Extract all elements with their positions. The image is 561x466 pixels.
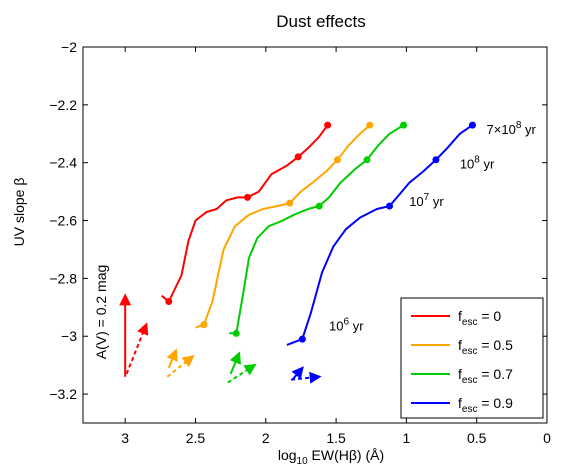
series-marker — [386, 202, 394, 210]
age-annotation-sup: 6 — [344, 316, 350, 327]
age-annotation-main: 7×10 — [487, 122, 516, 137]
dust-vector-dashed — [227, 363, 257, 384]
legend-label-sub: esc — [462, 404, 478, 415]
age-annotation: 106 yr — [329, 316, 364, 333]
dust-vector-dashed — [166, 354, 195, 378]
legend-label: fesc = 0 — [458, 308, 501, 328]
age-annotation-main: 10 — [460, 156, 474, 171]
age-annotation-main: 10 — [409, 194, 423, 209]
dust-vector-dashed — [290, 371, 322, 384]
dust-label-group: A(V) = 0.2 mag — [93, 265, 109, 360]
y-tick-label: −2.2 — [49, 97, 77, 113]
age-annotation: 108 yr — [460, 154, 495, 171]
legend-label-main: f — [458, 395, 462, 411]
age-annotation-sup: 8 — [474, 154, 480, 165]
series-marker — [333, 156, 341, 164]
legend-label-main: f — [458, 308, 462, 324]
series-line — [195, 124, 371, 329]
y-tick-label: −3 — [61, 328, 77, 344]
series-line — [229, 124, 405, 335]
series-marker — [432, 156, 440, 164]
series-0 — [119, 121, 332, 377]
age-annotation-sup: 8 — [516, 120, 522, 131]
x-axis-label-main: log — [278, 447, 297, 463]
legend-label: fesc = 0.7 — [458, 366, 513, 386]
series-marker — [298, 335, 306, 343]
x-tick-label: 1 — [402, 430, 410, 446]
series-marker — [468, 121, 476, 129]
legend-box — [400, 297, 544, 419]
age-annotation-sup: 7 — [424, 192, 430, 203]
y-axis-label: UV slope β — [11, 178, 27, 247]
series-marker — [363, 156, 371, 164]
series-marker — [165, 298, 173, 306]
dust-vector-dashed — [125, 322, 149, 375]
age-annotation-rest: yr — [429, 194, 444, 209]
x-axis-label-rest: EW(Hβ) (Å) — [308, 447, 384, 463]
age-annotation-rest: yr — [480, 156, 495, 171]
series-marker — [366, 121, 374, 129]
legend-label-rest: = 0.9 — [477, 395, 513, 411]
age-annotation: 7×108 yr — [487, 120, 537, 137]
series-marker — [400, 121, 408, 129]
legend-label-sub: esc — [462, 375, 478, 386]
plot-frame — [82, 46, 548, 424]
legend-label-sub: esc — [462, 317, 478, 328]
legend-label: fesc = 0.5 — [458, 337, 513, 357]
series-marker — [200, 321, 208, 329]
series-1 — [166, 121, 374, 378]
y-tick-label: −2.6 — [49, 213, 77, 229]
series-3 — [286, 121, 476, 384]
series-line — [161, 124, 329, 303]
age-annotation-main: 10 — [329, 318, 343, 333]
chart-title: Dust effects — [276, 12, 365, 31]
series-marker — [232, 329, 240, 337]
x-axis-label-sub: 10 — [297, 456, 309, 466]
series-marker — [324, 121, 332, 129]
y-tick-label: −2.8 — [49, 270, 77, 286]
x-tick-label: 2 — [262, 430, 270, 446]
series-line — [286, 124, 474, 346]
series-layer — [119, 121, 476, 384]
series-marker — [315, 202, 323, 210]
age-annotation: 107 yr — [409, 192, 444, 209]
series-marker — [286, 199, 294, 207]
y-tick-label: −2.4 — [49, 155, 77, 171]
age-annotation-rest: yr — [349, 318, 364, 333]
x-tick-label: 2.5 — [186, 430, 206, 446]
legend-label-rest: = 0.7 — [477, 366, 513, 382]
dust-vector-label: A(V) = 0.2 mag — [93, 265, 109, 360]
legend-label-main: f — [458, 337, 462, 353]
dust-vector-solid — [166, 348, 178, 369]
series-marker — [294, 153, 302, 161]
x-tick-label: 1.5 — [326, 430, 346, 446]
x-axis-label: log10 EW(Hβ) (Å) — [278, 447, 384, 466]
x-tick-label: 3 — [121, 430, 129, 446]
dust-vector-solid — [229, 351, 241, 375]
y-axis-label-group: UV slope β — [11, 178, 27, 247]
legend-label-rest: = 0.5 — [477, 337, 513, 353]
legend-label-rest: = 0 — [477, 308, 501, 324]
x-tick-label: 0 — [543, 430, 551, 446]
legend-label: fesc = 0.9 — [458, 395, 513, 415]
dust-vector-solid — [291, 366, 304, 381]
y-tick-label: −3.2 — [49, 386, 77, 402]
axis-ticks: 3 2.5 2 1.5 1 0.5 0 −2 −2.2 −2.4 −2.6 −2.8 −3 −3.2 — [49, 39, 551, 446]
series-marker — [244, 193, 252, 201]
series-2 — [227, 121, 408, 384]
legend-label-sub: esc — [462, 346, 478, 357]
y-tick-label: −2 — [61, 39, 77, 55]
age-annotation-rest: yr — [521, 122, 536, 137]
x-tick-label: 0.5 — [467, 430, 487, 446]
legend-label-main: f — [458, 366, 462, 382]
